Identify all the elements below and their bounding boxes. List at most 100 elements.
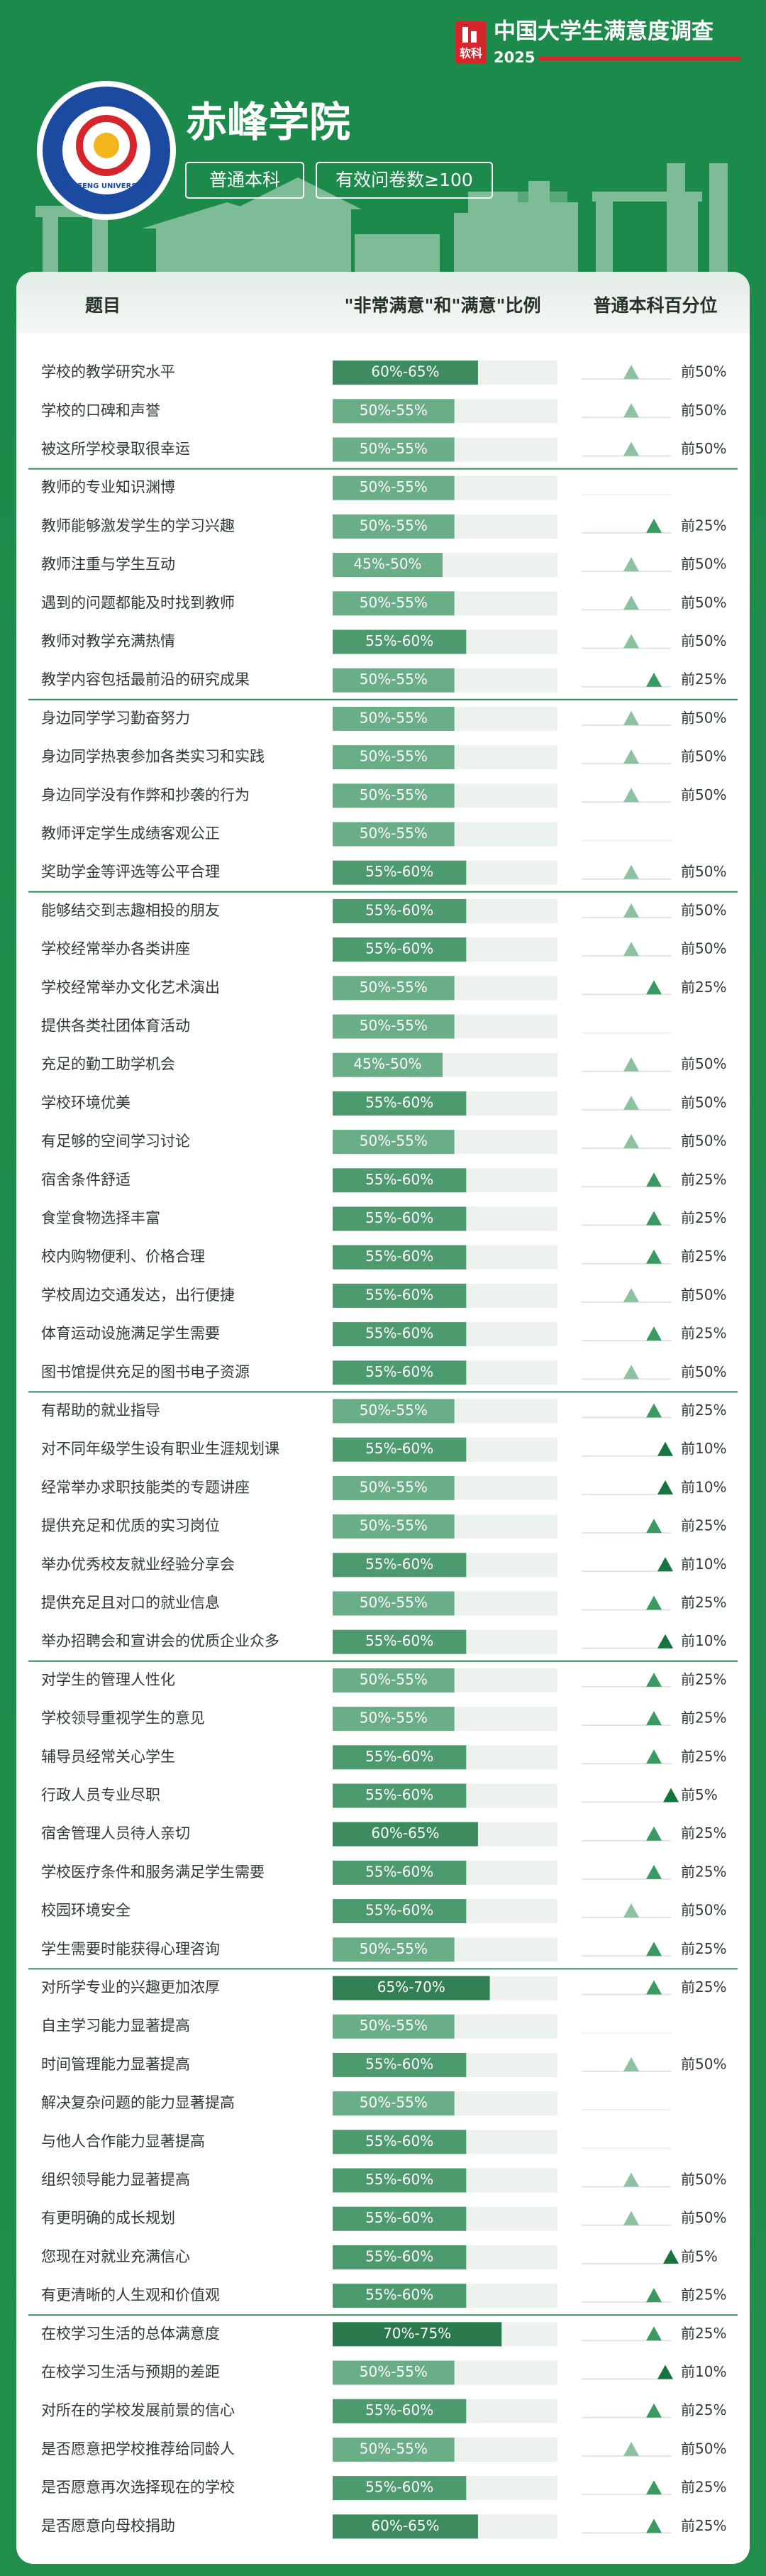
logo-mark xyxy=(94,133,119,158)
ratio-label: 55%-60% xyxy=(365,1094,433,1111)
percentile-marker xyxy=(623,942,639,957)
percentile-label: 前25% xyxy=(681,671,726,688)
ratio-label: 50%-55% xyxy=(360,671,428,688)
percentile-label: 前25% xyxy=(681,2479,726,2496)
ratio-bar xyxy=(333,1437,467,1462)
tags: 普通本科 有效问卷数≥100 xyxy=(185,162,493,199)
item-label: 组织领导能力显著提高 xyxy=(41,2172,190,2189)
ratio-label: 55%-60% xyxy=(365,2209,433,2226)
ratio-bar xyxy=(333,1475,455,1500)
ratio-bar xyxy=(333,1283,467,1308)
percentile-marker xyxy=(646,1942,662,1956)
ratio-bar xyxy=(333,399,455,424)
percentile-label: 前25% xyxy=(681,1710,726,1727)
percentile-marker xyxy=(646,2326,662,2341)
ratio-bar xyxy=(333,1245,467,1270)
ratio-label: 50%-55% xyxy=(360,709,428,726)
item-label: 奖助学金等评选等公平合理 xyxy=(41,864,220,881)
item-label: 提供充足且对口的就业信息 xyxy=(41,1595,220,1612)
ratio-label: 50%-55% xyxy=(360,517,428,534)
item-label: 教学内容包括最前沿的研究成果 xyxy=(41,671,250,688)
item-label: 与他人合作能力显著提高 xyxy=(41,2132,205,2150)
table-header xyxy=(16,272,750,333)
percentile-marker xyxy=(646,1711,662,1726)
column-header: "非常满意"和"满意"比例 xyxy=(344,295,540,316)
ratio-bar xyxy=(333,1899,467,1924)
school-name: 赤峰学院 xyxy=(186,98,350,146)
percentile-label: 前25% xyxy=(681,979,726,996)
percentile-label: 前50% xyxy=(681,594,726,611)
percentile-label: 前50% xyxy=(681,556,726,573)
percentile-label: 前50% xyxy=(681,1363,726,1380)
item-label: 您现在对就业充满信心 xyxy=(41,2248,190,2265)
ratio-label: 50%-55% xyxy=(360,979,428,996)
percentile-marker xyxy=(623,2057,639,2071)
ratio-bar xyxy=(333,1783,467,1808)
percentile-marker xyxy=(646,1249,662,1264)
ratio-label: 50%-55% xyxy=(360,2094,428,2111)
percentile-marker xyxy=(646,518,662,533)
ratio-label: 50%-55% xyxy=(360,2017,428,2034)
ratio-label: 55%-60% xyxy=(365,1748,433,1765)
percentile-marker xyxy=(623,365,639,380)
item-label: 学校经常举办各类讲座 xyxy=(41,940,190,957)
ratio-label: 50%-55% xyxy=(360,1710,428,1727)
tag-text: 普通本科 xyxy=(209,170,280,190)
percentile-marker xyxy=(623,864,639,879)
item-label: 教师能够激发学生的学习兴趣 xyxy=(41,517,235,534)
percentile-marker xyxy=(623,1134,639,1149)
ratio-label: 55%-60% xyxy=(365,940,433,957)
brand: 软科 中国大学生满意度调查 2025 xyxy=(455,19,740,66)
percentile-label: 前50% xyxy=(681,2209,726,2226)
ratio-bar xyxy=(333,2514,478,2539)
ratio-label: 55%-60% xyxy=(365,1556,433,1573)
percentile-marker xyxy=(623,2211,639,2225)
ratio-bar xyxy=(333,1399,455,1424)
ratio-label: 55%-60% xyxy=(365,1209,433,1226)
ratio-bar xyxy=(333,976,455,1001)
percentile-marker xyxy=(646,2519,662,2533)
ratio-bar xyxy=(333,2360,455,2385)
percentile-label: 前10% xyxy=(681,1478,726,1495)
ratio-label: 50%-55% xyxy=(360,594,428,611)
ratio-label: 55%-60% xyxy=(365,1902,433,1919)
percentile-marker xyxy=(646,1749,662,1764)
ratio-label: 50%-55% xyxy=(360,1670,428,1688)
ratio-label: 55%-60% xyxy=(365,1325,433,1342)
percentile-marker xyxy=(657,1557,673,1572)
percentile-marker xyxy=(646,1826,662,1841)
ratio-bar xyxy=(333,898,467,923)
percentile-label: 前50% xyxy=(681,863,726,880)
item-label: 学校的教学研究水平 xyxy=(41,363,175,380)
ratio-bar xyxy=(333,2206,467,2231)
ratio-bar xyxy=(333,1091,467,1116)
ratio-label: 50%-55% xyxy=(360,1940,428,1957)
ratio-label: 50%-55% xyxy=(360,1517,428,1534)
percentile-marker xyxy=(646,1595,662,1610)
percentile-label: 前25% xyxy=(681,1325,726,1342)
ratio-bar xyxy=(333,1130,455,1155)
ratio-bar xyxy=(333,1937,455,1962)
ratio-label: 55%-60% xyxy=(365,863,433,880)
percentile-marker xyxy=(623,595,639,610)
ratio-label: 70%-75% xyxy=(383,2325,451,2342)
item-label: 食堂食物选择丰富 xyxy=(41,1210,160,1227)
percentile-label: 前25% xyxy=(681,1248,726,1265)
percentile-marker xyxy=(623,788,639,803)
ratio-label: 60%-65% xyxy=(371,363,439,380)
percentile-marker xyxy=(657,1441,673,1456)
ratio-label: 60%-65% xyxy=(371,2517,439,2534)
item-label: 学校的口碑和声誉 xyxy=(41,402,160,419)
item-label: 辅导员经常关心学生 xyxy=(41,1748,175,1765)
percentile-label: 前50% xyxy=(681,440,726,457)
ratio-label: 50%-55% xyxy=(360,402,428,419)
percentile-marker xyxy=(646,672,662,687)
percentile-label: 前25% xyxy=(681,2286,726,2303)
percentile-label: 前50% xyxy=(681,363,726,380)
item-label: 是否愿意把学校推荐给同龄人 xyxy=(41,2440,235,2457)
percentile-marker xyxy=(623,403,639,418)
ratio-label: 45%-50% xyxy=(353,556,421,573)
item-label: 举办优秀校友就业经验分享会 xyxy=(41,1556,235,1573)
column-header: 普通本科百分位 xyxy=(593,295,717,316)
percentile-label: 前25% xyxy=(681,1824,726,1842)
